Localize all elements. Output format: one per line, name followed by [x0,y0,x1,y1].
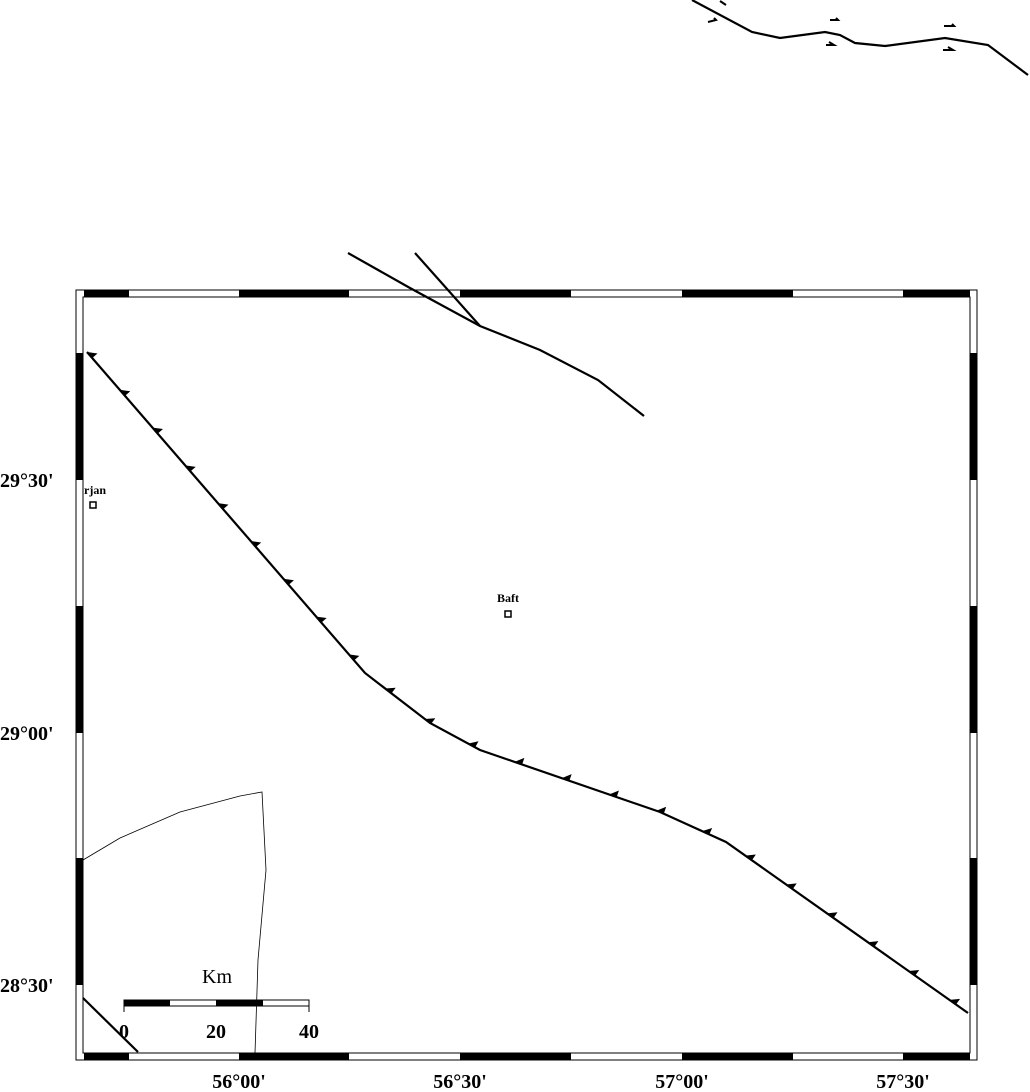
scale-label: 20 [206,1021,226,1043]
thrust-tooth [283,578,294,585]
lat-label: 29°30' [0,470,54,492]
frame [75,289,978,1061]
thrust-tooth [152,427,163,434]
lon-label: 57°00' [655,1071,709,1092]
lat-label: 29°00' [0,723,54,745]
boundary [82,791,267,1054]
thrust-tooth [468,741,479,748]
place-name: rjan [84,483,106,497]
place-markers [89,501,512,618]
thrust-fault [86,351,969,1014]
thrust-teeth [87,352,961,1005]
thrust-tooth [385,687,396,694]
thrust-tooth [250,540,262,548]
scale-label: 40 [299,1021,319,1043]
thrust-tooth [867,941,879,947]
thrust-tooth [561,774,572,781]
thrust-tooth [514,757,525,765]
fault [414,252,481,327]
fault [347,252,645,417]
fault [82,997,139,1053]
scale-label: 0 [119,1021,129,1043]
thrust-tooth [786,883,797,890]
scale-bar [123,999,310,1012]
thrust-tooth [949,998,961,1005]
thrust-tooth [609,790,619,798]
thrust-tooth [656,806,667,814]
lon-label: 56°30' [433,1071,487,1092]
thrust-tooth [348,654,360,661]
thrust-tooth [745,854,756,861]
lon-label: 56°00' [212,1071,266,1092]
slip-arrows [707,0,957,51]
thrust-tooth [185,465,196,472]
thrust-tooth [424,718,436,724]
scale-unit: Km [202,966,232,988]
thrust-tooth [87,352,98,359]
thrust-tooth [119,389,131,396]
thrust-tooth [217,503,229,510]
lat-label: 28°30' [0,975,54,997]
place-name: Baft [497,591,519,605]
strike-slip-fault [691,0,1029,76]
thrust-tooth [316,616,327,623]
thrust-tooth [702,828,713,835]
thrust-tooth [908,969,920,976]
thrust-tooth [826,912,838,918]
lon-label: 57°30' [876,1071,930,1092]
